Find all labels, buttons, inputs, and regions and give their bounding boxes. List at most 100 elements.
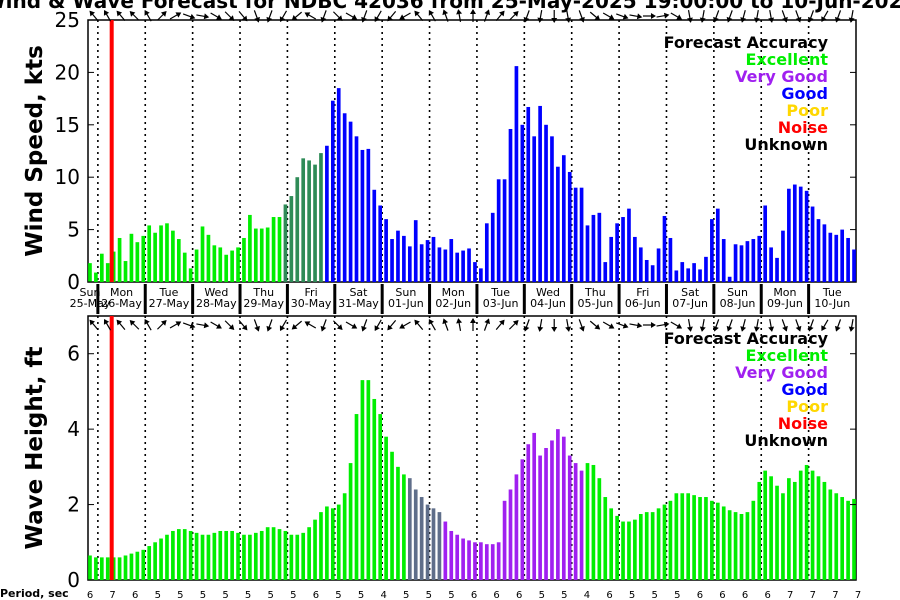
day-name-label: Sun: [727, 286, 748, 299]
data-bar: [431, 236, 436, 282]
data-bar: [828, 489, 833, 580]
data-bar: [348, 121, 353, 282]
wind-arrow: [129, 320, 140, 330]
data-bar: [455, 534, 460, 580]
data-bar: [407, 478, 412, 580]
wind-arrow: [399, 12, 411, 20]
data-bar: [846, 237, 850, 282]
wind-arrow: [551, 319, 558, 332]
wind-arrow: [740, 10, 747, 23]
wind-arrow: [169, 12, 182, 20]
day-name-label: Tue: [490, 286, 510, 299]
data-bar: [852, 498, 856, 580]
legend-item: Poor: [786, 397, 828, 416]
period-value: 7: [109, 590, 115, 600]
wind-arrow: [523, 10, 530, 23]
wind-arrow: [224, 11, 235, 21]
period-value: 5: [177, 590, 183, 600]
data-bar: [289, 196, 294, 282]
wind-arrow: [442, 318, 449, 331]
day-date-label: 09-Jun: [767, 297, 803, 310]
data-bar: [212, 245, 217, 282]
data-bar: [781, 230, 785, 282]
data-bar: [633, 236, 637, 282]
wind-arrow: [726, 319, 733, 332]
day-name-label: Tue: [822, 286, 842, 299]
data-bar: [828, 232, 833, 282]
legend-item: Poor: [786, 101, 828, 120]
wind-arrow: [89, 10, 99, 21]
data-bar: [579, 470, 584, 580]
day-date-label: 10-Jun: [814, 297, 850, 310]
wind-arrow: [374, 319, 382, 332]
legend-item: Unknown: [744, 135, 828, 154]
data-bar: [490, 212, 495, 282]
data-bar: [650, 265, 655, 282]
period-value: 5: [200, 590, 206, 600]
data-bar: [443, 249, 448, 282]
data-bar: [573, 187, 578, 282]
data-bar: [591, 214, 596, 282]
strip-bg: [88, 284, 856, 314]
data-bar: [88, 263, 92, 282]
wind-arrow: [238, 320, 248, 331]
data-bar: [218, 247, 223, 282]
data-bar: [188, 268, 193, 282]
period-value: 5: [358, 590, 364, 600]
data-bar: [745, 241, 750, 282]
data-bar: [307, 527, 311, 580]
period-value: 5: [268, 590, 274, 600]
wind-arrow: [670, 12, 683, 20]
period-value: 5: [629, 590, 635, 600]
period-value: 7: [810, 590, 816, 600]
day-date-label: 26-May: [101, 297, 142, 310]
data-bar: [123, 555, 128, 580]
period-value: 6: [493, 590, 499, 600]
data-bar: [561, 155, 566, 282]
chart-title: Wind & Wave Forecast for NDBC 42036 from…: [0, 0, 900, 13]
data-bar: [739, 514, 744, 580]
data-bar: [656, 508, 661, 580]
data-bar: [668, 500, 673, 580]
data-bar: [390, 451, 394, 580]
day-name-label: Wed: [536, 286, 560, 299]
period-value: 4: [380, 590, 386, 600]
data-bar: [573, 463, 578, 580]
wind-arrow: [304, 321, 317, 329]
data-bar: [609, 508, 614, 580]
data-bar: [656, 248, 661, 282]
data-bar: [692, 263, 696, 282]
data-bar: [336, 504, 341, 580]
wind-arrow: [795, 319, 802, 332]
wind-arrow: [196, 322, 210, 329]
wind-arrow: [169, 321, 182, 329]
data-bar: [99, 557, 104, 580]
wind-arrow: [253, 319, 260, 332]
wind-arrow: [537, 9, 544, 23]
data-bar: [242, 534, 246, 580]
data-bar: [715, 208, 720, 282]
period-value: 6: [606, 590, 612, 600]
period-value: 5: [652, 590, 658, 600]
wind-arrow: [565, 318, 572, 332]
data-bar: [330, 100, 335, 282]
data-bar: [378, 205, 383, 282]
data-bar: [182, 529, 187, 580]
data-bar: [763, 470, 768, 580]
wind-arrow: [781, 319, 788, 332]
wind-arrow: [821, 10, 829, 23]
day-date-label: 29-May: [243, 297, 284, 310]
data-bar: [621, 521, 625, 580]
wind-arrow: [768, 9, 775, 23]
data-bar: [248, 534, 252, 580]
legend-title: Forecast Accuracy: [664, 329, 829, 348]
data-bar: [384, 436, 388, 580]
period-value: 5: [222, 590, 228, 600]
wind-arrow: [320, 10, 327, 23]
data-bar: [597, 212, 602, 282]
data-bar: [621, 217, 625, 282]
data-bar: [396, 230, 400, 282]
wind-arrow: [483, 9, 491, 22]
data-bar: [366, 380, 371, 580]
